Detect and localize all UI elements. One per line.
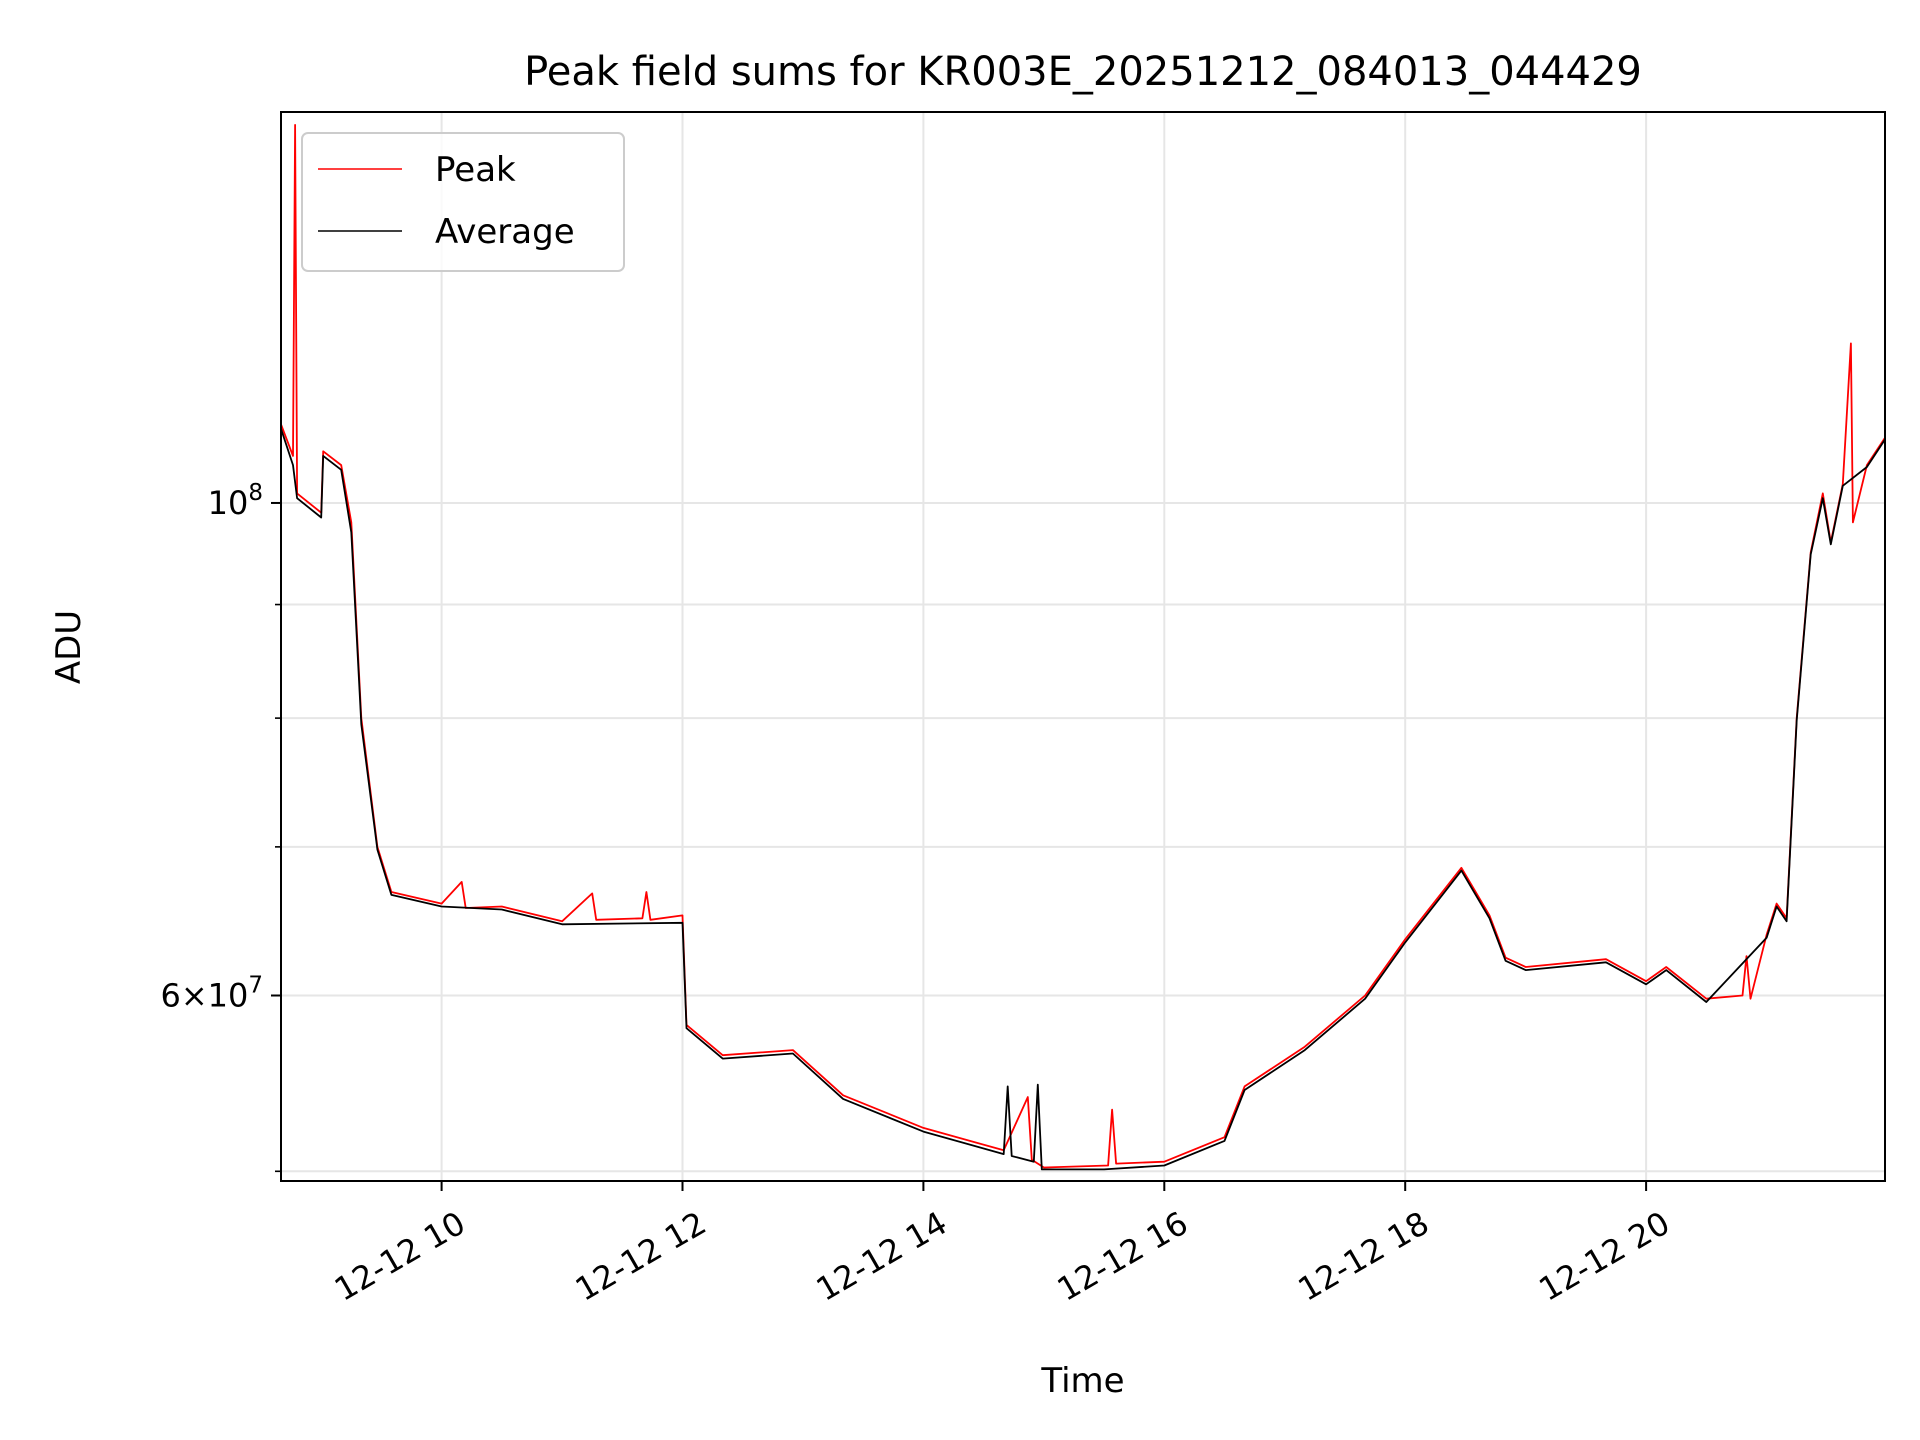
legend-label-average: Average	[435, 212, 575, 252]
legend-label-peak: Peak	[435, 150, 516, 190]
y-axis-label: ADU	[49, 610, 89, 684]
legend: Peak Average	[301, 132, 625, 272]
chart-title: Peak field sums for KR003E_20251212_0840…	[524, 49, 1642, 95]
legend-box	[301, 132, 625, 272]
plot-frame	[280, 111, 1886, 1182]
y-tick-label: 108	[208, 480, 263, 522]
plot-series	[281, 124, 1885, 1171]
y-tick-label: 6×107	[160, 973, 263, 1015]
x-axis-label: Time	[1040, 1361, 1124, 1401]
series-line-average	[281, 428, 1885, 1171]
grid	[281, 112, 1885, 1181]
